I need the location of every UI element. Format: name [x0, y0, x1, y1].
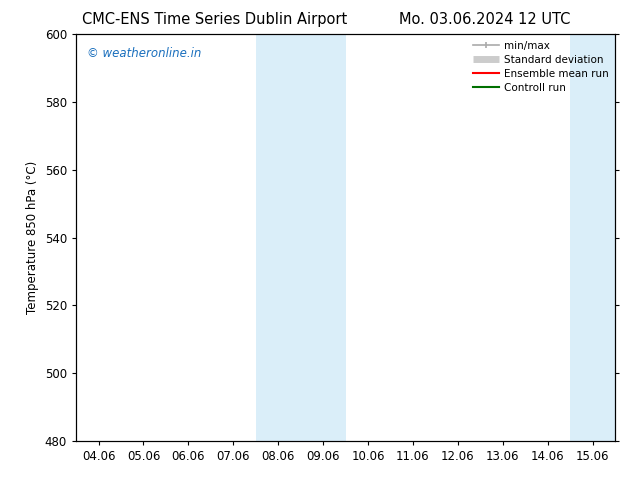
Text: Mo. 03.06.2024 12 UTC: Mo. 03.06.2024 12 UTC — [399, 12, 571, 27]
Bar — [570, 34, 615, 441]
Bar — [256, 34, 346, 441]
Text: © weatheronline.in: © weatheronline.in — [87, 47, 201, 59]
Text: CMC-ENS Time Series Dublin Airport: CMC-ENS Time Series Dublin Airport — [82, 12, 347, 27]
Legend: min/max, Standard deviation, Ensemble mean run, Controll run: min/max, Standard deviation, Ensemble me… — [469, 36, 613, 97]
Y-axis label: Temperature 850 hPa (°C): Temperature 850 hPa (°C) — [26, 161, 39, 314]
